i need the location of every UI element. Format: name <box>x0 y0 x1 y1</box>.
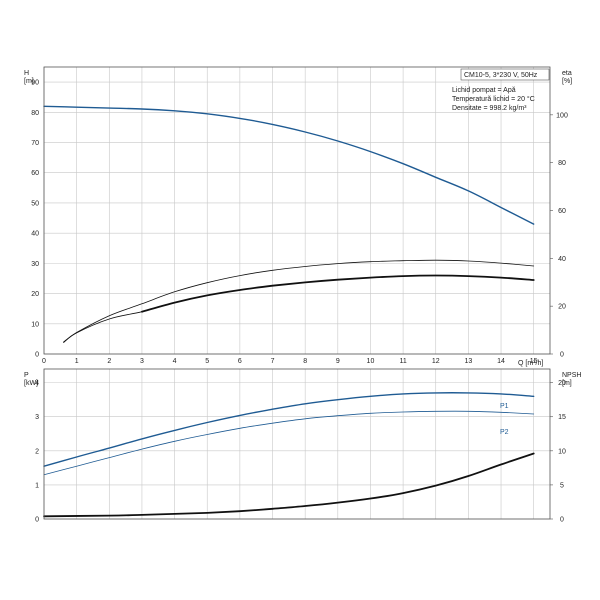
info-box: CM10-5, 3*230 V, 50Hz Lichid pompat = Ap… <box>452 68 550 112</box>
x-tick-label: 10 <box>367 358 375 365</box>
top-y-tick-label: 90 <box>31 80 39 87</box>
top-y2-tick-label: 80 <box>558 160 566 167</box>
top-grid <box>43 67 550 355</box>
bot-y-tick-label: 0 <box>35 517 39 524</box>
bottom-y-ticks: 0 1 2 3 4 <box>35 380 39 523</box>
curve-p2 <box>43 410 535 476</box>
bot-y-tick-label: 1 <box>35 482 39 489</box>
head-flow-curve-3 <box>63 295 208 343</box>
top-y-tick-label: 40 <box>31 231 39 238</box>
eta-axis-title: eta [%] <box>562 70 572 85</box>
npsh-axis-title: NPSH [m] <box>562 372 581 387</box>
top-y2-ticks: 0 20 40 60 80 100 <box>550 112 568 359</box>
bottom-grid <box>43 369 550 520</box>
bot-y-tick-label: 3 <box>35 414 39 421</box>
bottom-y2-ticks: 0 5 10 15 20 <box>550 380 566 524</box>
x-tick-label: 5 <box>205 358 209 365</box>
power-npsh-curve-2 <box>43 452 535 518</box>
x-tick-label: 12 <box>432 358 440 365</box>
x-tick-label: 6 <box>238 358 242 365</box>
bot-y2-tick-label: 0 <box>560 517 564 524</box>
x-tick-label: 3 <box>140 358 144 365</box>
x-tick-label: 11 <box>399 358 406 365</box>
bottom-curves <box>43 392 535 518</box>
curve-p1 <box>43 392 535 467</box>
top-y-tick-label: 70 <box>31 140 39 147</box>
info-line-temperature: Temperatură lichid = 20 °C <box>452 95 535 103</box>
top-y-tick-label: 10 <box>31 321 39 328</box>
bot-y2-tick-label: 10 <box>558 448 566 455</box>
x-tick-label: 15 <box>530 358 538 365</box>
x-tick-label: 9 <box>336 358 340 365</box>
x-tick-label: 13 <box>464 358 472 365</box>
model-label: CM10-5, 3*230 V, 50Hz <box>464 72 538 79</box>
head-flow-curve-0 <box>43 105 535 225</box>
model-box <box>460 68 550 81</box>
x-tick-label: 7 <box>271 358 275 365</box>
bot-y2-tick-label: 20 <box>558 380 566 387</box>
top-y2-tick-label: 0 <box>560 352 564 359</box>
head-flow-curve-1 <box>63 259 535 343</box>
bot-y-tick-label: 4 <box>35 380 39 387</box>
top-y-tick-label: 50 <box>31 200 39 207</box>
power-axis-title: P [kW] <box>24 372 38 387</box>
top-y2-tick-label: 100 <box>556 112 568 119</box>
top-curves <box>43 105 535 343</box>
flow-axis-title: Q [m³/h] <box>518 360 543 367</box>
x-tick-label: 0 <box>42 358 46 365</box>
top-y2-tick-label: 40 <box>558 256 566 263</box>
x-tick-label: 14 <box>497 358 505 365</box>
series-label-p2: P2 <box>500 429 509 436</box>
top-y2-tick-label: 60 <box>558 208 566 215</box>
x-tick-label: 4 <box>173 358 177 365</box>
top-y-tick-label: 30 <box>31 261 39 268</box>
top-y-ticks: 0 10 20 30 40 50 60 70 80 90 <box>31 80 39 359</box>
bot-y2-tick-label: 15 <box>558 414 566 421</box>
bot-y-tick-label: 2 <box>35 448 39 455</box>
bot-y2-tick-label: 5 <box>560 482 564 489</box>
top-y-tick-label: 80 <box>31 110 39 117</box>
head-axis-title: H [m] <box>24 70 34 85</box>
info-line-fluid: Lichid pompat = Apă <box>452 87 516 94</box>
top-x-ticks: 0 1 2 3 4 5 6 7 8 9 10 11 12 13 14 15 <box>42 358 538 365</box>
top-y-tick-label: 60 <box>31 170 39 177</box>
series-label-p1: P1 <box>500 403 509 410</box>
top-y-tick-label: 0 <box>35 352 39 359</box>
x-tick-label: 8 <box>303 358 307 365</box>
top-y-tick-label: 20 <box>31 291 39 298</box>
x-tick-label: 1 <box>75 358 79 365</box>
bottom-plot-frame <box>43 368 551 520</box>
top-y2-tick-label: 20 <box>558 304 566 311</box>
x-tick-label: 2 <box>107 358 111 365</box>
info-line-density: Densitate = 998.2 kg/m³ <box>452 105 527 112</box>
